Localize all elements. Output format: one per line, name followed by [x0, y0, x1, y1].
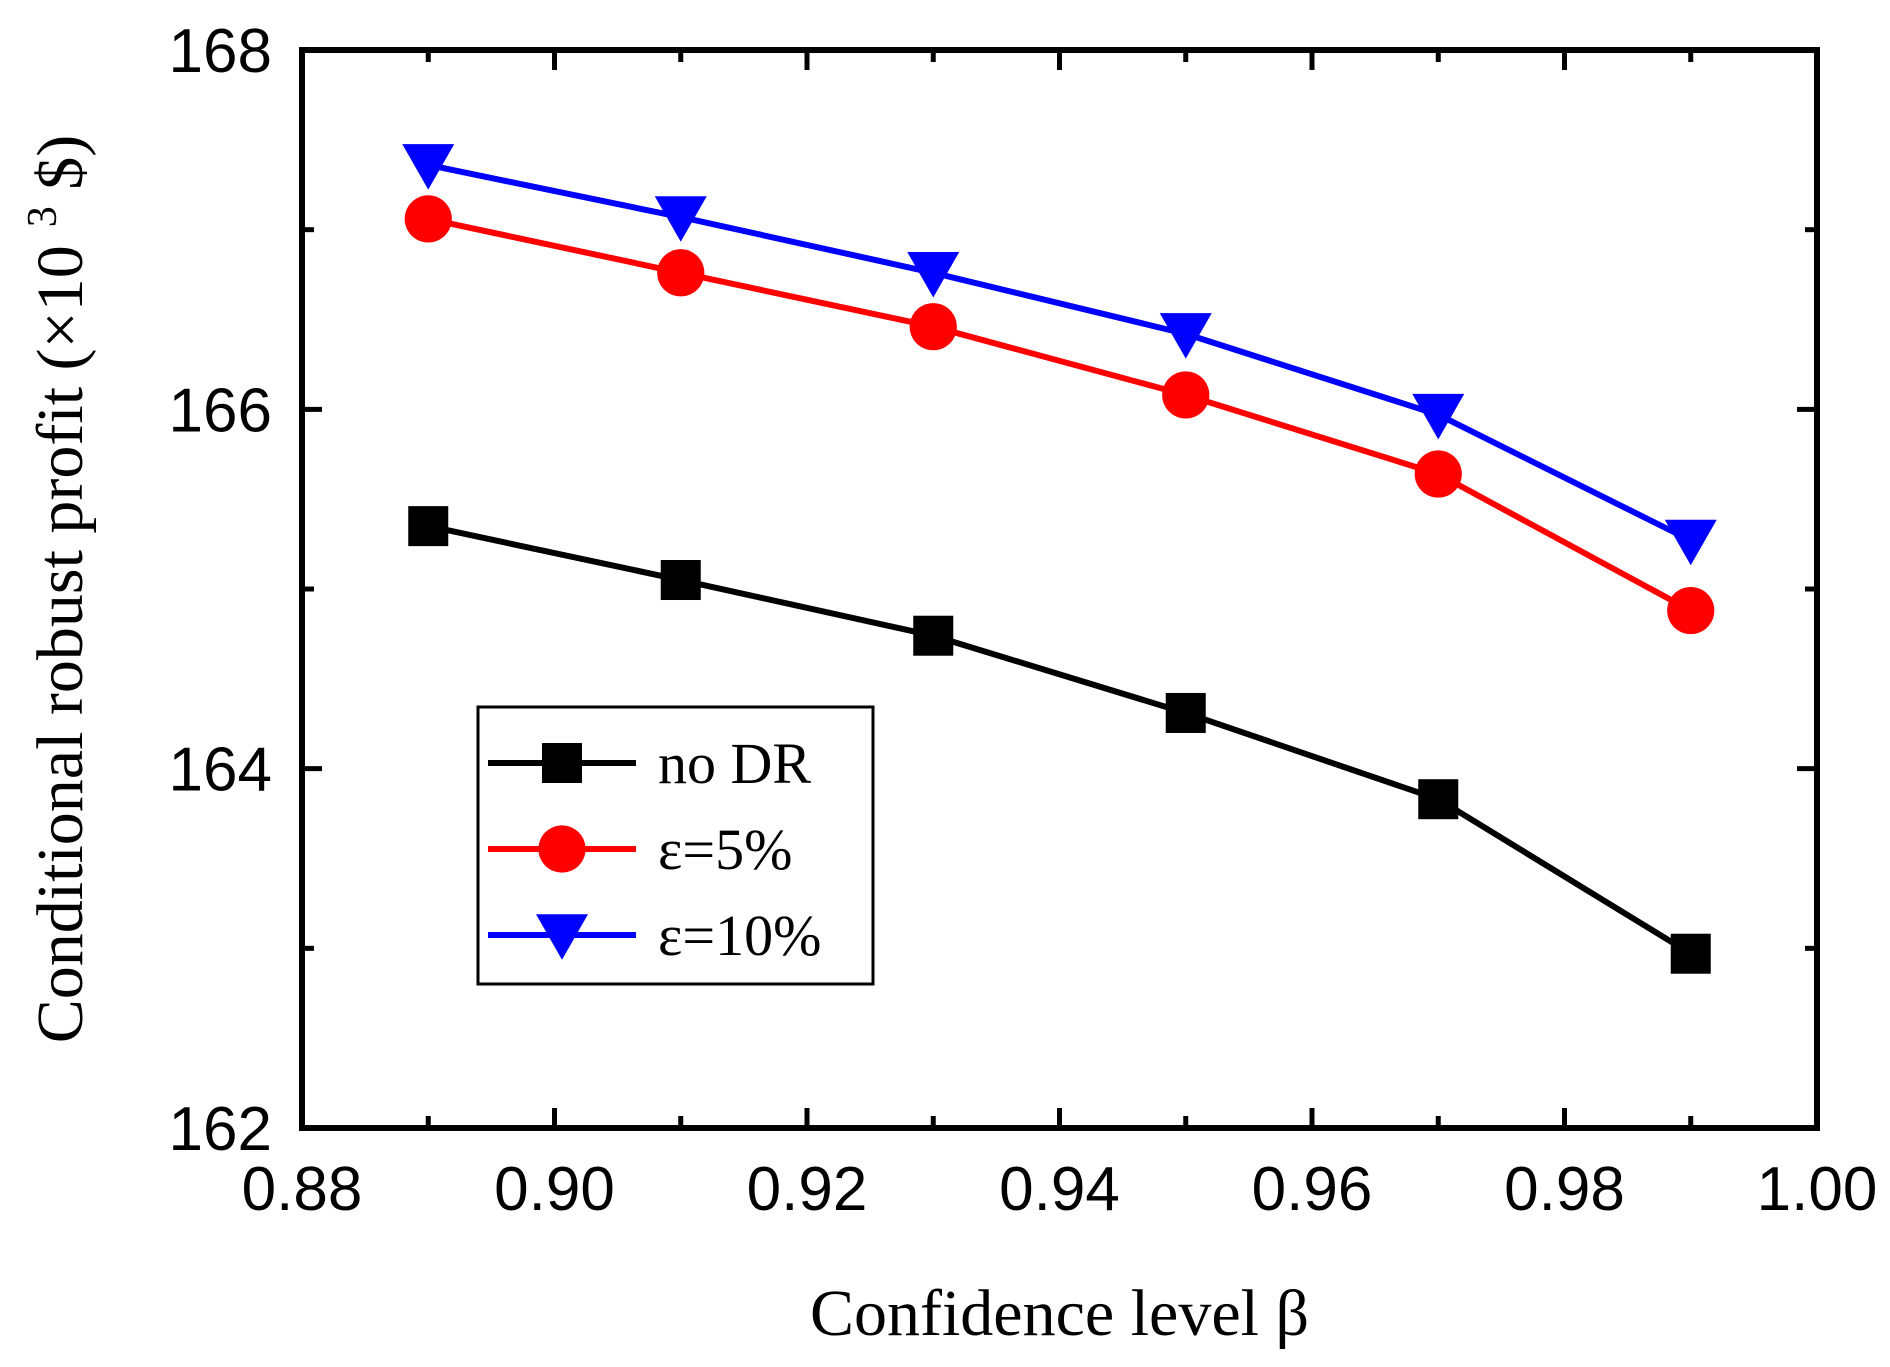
legend-item: ε=5% [488, 817, 792, 882]
series-line [427, 523, 1693, 957]
data-point [408, 506, 449, 547]
y-tick-label: 164 [169, 736, 272, 805]
data-point [1414, 450, 1462, 498]
data-point [907, 251, 960, 298]
data-point [657, 249, 705, 297]
legend-label: ε=5% [658, 817, 792, 882]
data-point [1664, 519, 1717, 566]
x-tick-label: 0.90 [494, 1155, 615, 1224]
data-point [1159, 313, 1212, 359]
x-tick-label: 0.94 [999, 1155, 1120, 1224]
x-tick-label: 0.88 [242, 1155, 363, 1224]
data-point [909, 303, 957, 351]
series-line [427, 162, 1693, 544]
data-point [1412, 393, 1465, 440]
x-tick-label: 1.00 [1757, 1155, 1878, 1224]
y-axis-title: Conditional robust profit (×10 3 $) [20, 135, 97, 1043]
data-point [1165, 692, 1206, 733]
legend-label: ε=10% [658, 903, 821, 968]
y-tick-label: 168 [169, 17, 272, 86]
series-1 [404, 195, 1715, 635]
legend: no DR ε=5% ε=10% [476, 705, 875, 986]
series-line [427, 215, 1693, 614]
data-point [1670, 933, 1711, 974]
y-axis-title-main: Conditional robust profit (×10 [24, 245, 97, 1043]
tick-labels: 0.88 0.90 0.92 0.94 0.96 0.98 1.00 162 164 166 168 [169, 17, 1878, 1224]
y-axis-title-tail: $) [24, 135, 97, 206]
data-point [913, 615, 954, 656]
x-axis-title: Confidence level β [810, 1277, 1309, 1350]
legend-marker [536, 914, 588, 960]
y-axis-title-superscript: 3 [20, 206, 66, 227]
series-group [402, 144, 1717, 974]
legend-item: ε=10% [488, 903, 821, 968]
plot-area-frame [299, 47, 1820, 1131]
legend-item: no DR [488, 731, 811, 796]
legend-marker [542, 743, 582, 783]
y-tick-label: 162 [169, 1095, 272, 1164]
y-tick-label: 166 [169, 376, 272, 445]
legend-label: no DR [658, 731, 811, 796]
legend-marker [538, 825, 586, 873]
data-point [654, 196, 707, 242]
x-tick-label: 0.96 [1252, 1155, 1373, 1224]
data-point [404, 195, 452, 243]
x-tick-label: 0.92 [747, 1155, 868, 1224]
data-point [1162, 371, 1210, 419]
data-point [1418, 779, 1459, 820]
x-tick-label: 0.98 [1504, 1155, 1625, 1224]
series-2 [402, 144, 1717, 566]
series-0 [408, 506, 1711, 974]
data-point [1667, 586, 1715, 635]
data-point [402, 144, 455, 190]
data-point [660, 560, 701, 601]
